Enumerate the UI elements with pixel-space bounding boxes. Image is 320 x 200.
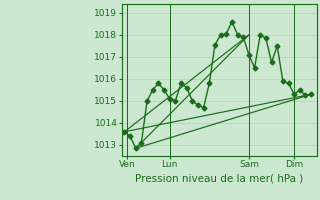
X-axis label: Pression niveau de la mer( hPa ): Pression niveau de la mer( hPa ): [135, 173, 303, 183]
